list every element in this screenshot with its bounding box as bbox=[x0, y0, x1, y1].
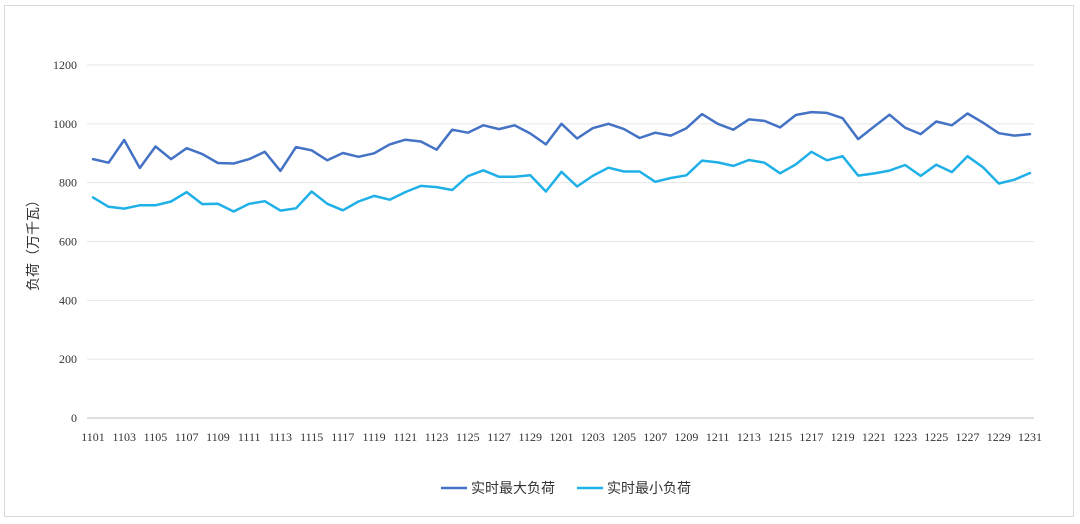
series-line-2 bbox=[91, 150, 1032, 213]
x-tick-label: 1105 bbox=[144, 430, 168, 444]
x-tick-label: 1227 bbox=[956, 430, 980, 444]
x-tick-label: 1207 bbox=[643, 430, 667, 444]
y-tick-label: 600 bbox=[59, 235, 77, 249]
legend: 实时最大负荷 实时最小负荷 bbox=[441, 481, 691, 497]
y-tick-label: 0 bbox=[71, 411, 77, 425]
x-tick-label: 1219 bbox=[831, 430, 855, 444]
y-tick-label: 800 bbox=[59, 176, 77, 190]
y-tick-label: 1200 bbox=[53, 58, 77, 72]
x-tick-label: 1113 bbox=[269, 430, 292, 444]
x-tick-label: 1111 bbox=[238, 430, 261, 444]
x-tick-label: 1127 bbox=[487, 430, 511, 444]
x-tick-label: 1119 bbox=[363, 430, 386, 444]
y-tick-label: 200 bbox=[59, 352, 77, 366]
series-lines bbox=[91, 110, 1032, 213]
series-line-1 bbox=[91, 110, 1032, 173]
x-tick-label: 1215 bbox=[768, 430, 792, 444]
x-tick-label: 1229 bbox=[987, 430, 1011, 444]
x-tick-label: 1213 bbox=[737, 430, 761, 444]
x-tick-label: 1217 bbox=[799, 430, 823, 444]
chart-frame bbox=[4, 5, 1074, 517]
x-tick-label: 1101 bbox=[81, 430, 105, 444]
x-tick-label: 1121 bbox=[394, 430, 418, 444]
x-tick-label: 1109 bbox=[206, 430, 230, 444]
x-tick-label: 1211 bbox=[706, 430, 730, 444]
y-axis: 0 200 400 600 800 1000 1200 bbox=[53, 58, 77, 425]
y-tick-label: 1000 bbox=[53, 117, 77, 131]
x-tick-label: 1201 bbox=[550, 430, 574, 444]
x-tick-label: 1125 bbox=[456, 430, 480, 444]
x-tick-label: 1225 bbox=[924, 430, 948, 444]
x-tick-label: 1209 bbox=[674, 430, 698, 444]
x-tick-label: 1231 bbox=[1018, 430, 1042, 444]
x-tick-label: 1203 bbox=[581, 430, 605, 444]
legend-label-1: 实时最大负荷 bbox=[471, 481, 555, 497]
x-tick-label: 1115 bbox=[300, 430, 323, 444]
y-tick-label: 400 bbox=[59, 293, 77, 307]
legend-label-2: 实时最小负荷 bbox=[607, 481, 691, 497]
x-tick-label: 1129 bbox=[518, 430, 542, 444]
x-tick-label: 1107 bbox=[175, 430, 199, 444]
y-axis-label: 负荷（万千瓦） bbox=[26, 193, 42, 291]
x-tick-label: 1117 bbox=[331, 430, 354, 444]
x-tick-label: 1221 bbox=[862, 430, 886, 444]
x-tick-label: 1223 bbox=[893, 430, 917, 444]
x-tick-label: 1123 bbox=[425, 430, 449, 444]
x-tick-label: 1103 bbox=[112, 430, 136, 444]
x-tick-label: 1205 bbox=[612, 430, 636, 444]
x-axis: 1101 1103 1105 1107 1109 1111 1113 1115 1117 1119… bbox=[81, 430, 1042, 444]
